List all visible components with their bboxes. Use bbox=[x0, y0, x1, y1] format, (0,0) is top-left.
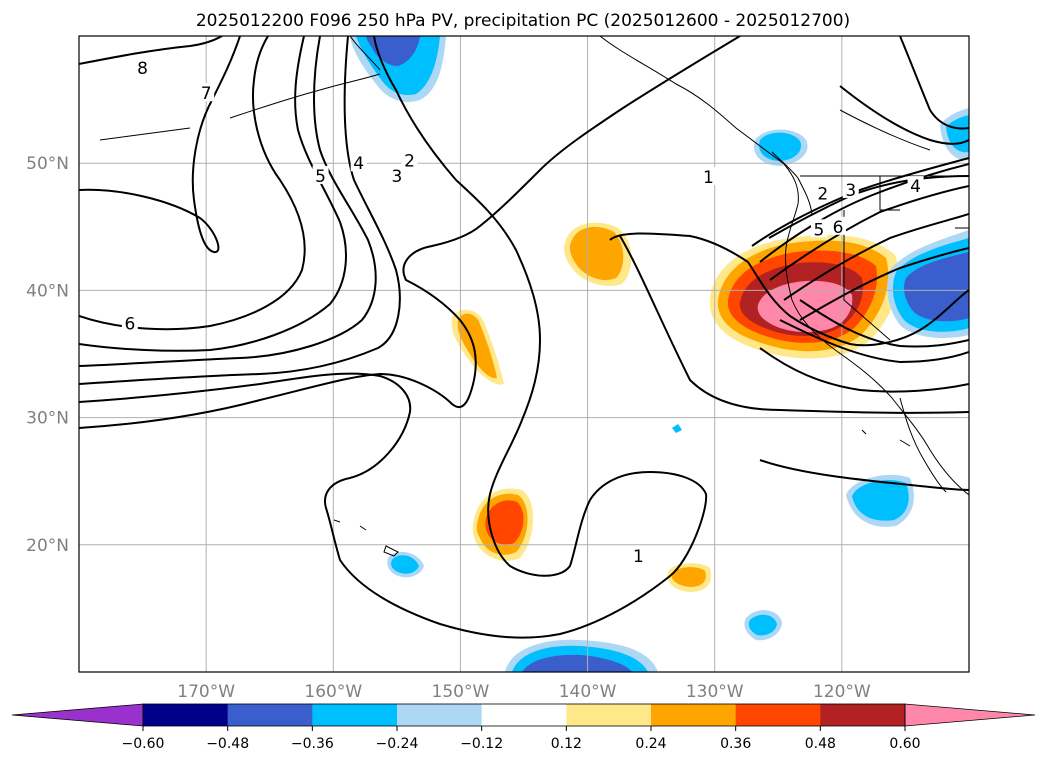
colorbar-extend-high bbox=[904, 703, 1036, 727]
pv-contour-loop-3 bbox=[779, 319, 969, 364]
colorbar-segment-8 bbox=[820, 704, 906, 726]
contour-label-7: 1 bbox=[703, 168, 714, 188]
contour-label-4: 4 bbox=[353, 154, 364, 174]
colorbar-label-2: −0.36 bbox=[291, 736, 334, 752]
contour-label-13: 1 bbox=[633, 547, 644, 567]
pv-contour-ne bbox=[839, 85, 969, 145]
pv-contour-ne-2 bbox=[899, 36, 969, 130]
colorbar-segment-6 bbox=[651, 704, 737, 726]
colorbar-segment-0 bbox=[143, 704, 229, 726]
contour-label-bg-13 bbox=[630, 546, 647, 565]
pv-contour-1 bbox=[79, 36, 741, 429]
colorbar-segment-7 bbox=[735, 704, 821, 726]
colorbar-label-7: 0.36 bbox=[720, 736, 751, 752]
colorbar-segment-4 bbox=[481, 704, 567, 726]
contour-label-6: 2 bbox=[404, 152, 415, 172]
xtick-label-5: 120°W bbox=[813, 682, 871, 702]
ytick-label-1: 30°N bbox=[26, 409, 69, 429]
pv-contour-6 bbox=[79, 36, 306, 331]
contour-label-bg-3 bbox=[312, 165, 329, 184]
contour-label-12: 6 bbox=[833, 218, 844, 238]
colorbar-extend-low bbox=[11, 703, 144, 727]
contour-label-bg-6 bbox=[401, 150, 418, 169]
precip-shading-negative bbox=[350, 36, 969, 672]
contour-label-10: 4 bbox=[910, 177, 921, 197]
contour-label-bg-10 bbox=[907, 176, 924, 195]
pv-contour-3-east bbox=[751, 157, 969, 247]
contour-label-1: 7 bbox=[201, 84, 212, 104]
pv-contours bbox=[79, 36, 969, 639]
ytick-label-2: 40°N bbox=[26, 281, 69, 301]
contour-label-bg-5 bbox=[388, 165, 405, 184]
chart-title: 2025012200 F096 250 hPa PV, precipitatio… bbox=[196, 11, 850, 31]
pv-contour-5 bbox=[79, 36, 347, 352]
contour-label-5: 3 bbox=[391, 167, 402, 187]
contour-label-3: 5 bbox=[315, 167, 326, 187]
pv-contour-8 bbox=[79, 36, 223, 65]
ytick-label-0: 20°N bbox=[26, 536, 69, 556]
map-frame bbox=[78, 35, 970, 673]
pv-contour-loop-2 bbox=[759, 347, 969, 393]
contour-label-bg-4 bbox=[350, 153, 367, 172]
pv-contour-1-east bbox=[609, 232, 969, 347]
colorbar-label-8: 0.48 bbox=[805, 736, 836, 752]
colorbar-label-5: 0.12 bbox=[551, 736, 582, 752]
xtick-label-1: 160°W bbox=[304, 682, 362, 702]
colorbar-frame bbox=[142, 703, 906, 727]
xtick-label-3: 140°W bbox=[559, 682, 617, 702]
pv-contour-loop-1 bbox=[619, 235, 969, 414]
pv-contour-4-east bbox=[759, 163, 969, 263]
pv-contour-7-east bbox=[799, 247, 969, 321]
contour-label-bg-11 bbox=[810, 219, 827, 238]
pv-contour-4 bbox=[79, 36, 377, 367]
gridlines bbox=[79, 36, 969, 672]
colorbar-segment-1 bbox=[227, 704, 313, 726]
xtick-label-2: 150°W bbox=[432, 682, 490, 702]
contour-label-9: 3 bbox=[845, 181, 856, 201]
colorbar-segment-5 bbox=[566, 704, 652, 726]
colorbar-label-0: −0.60 bbox=[122, 736, 165, 752]
pv-contour-6-east bbox=[783, 213, 969, 301]
pv-contour-2 bbox=[79, 36, 708, 639]
contour-label-bg-8 bbox=[814, 183, 831, 202]
contour-label-bg-12 bbox=[830, 216, 847, 235]
contour-label-bg-2 bbox=[121, 313, 138, 332]
colorbar-segment-2 bbox=[312, 704, 398, 726]
colorbar-label-3: −0.24 bbox=[376, 736, 419, 752]
colorbar-label-9: 0.60 bbox=[889, 736, 920, 752]
pv-contour-loop-4 bbox=[799, 299, 969, 348]
colorbar: −0.60 −0.48 −0.36 −0.24 −0.12 0.12 0.24 0.36 0.4… bbox=[11, 703, 1036, 752]
contour-label-0: 8 bbox=[137, 59, 148, 79]
contour-label-2: 6 bbox=[124, 314, 135, 334]
colorbar-label-4: −0.12 bbox=[460, 736, 503, 752]
contour-label-bg-1 bbox=[198, 83, 215, 102]
pv-contour-south-east bbox=[759, 459, 969, 491]
colorbar-label-6: 0.24 bbox=[635, 736, 666, 752]
colorbar-label-1: −0.48 bbox=[206, 736, 249, 752]
colorbar-segment-3 bbox=[397, 704, 483, 726]
contour-label-bg-0 bbox=[134, 57, 151, 76]
xtick-label-0: 170°W bbox=[177, 682, 235, 702]
contour-label-bg-9 bbox=[842, 179, 859, 198]
contour-label-11: 5 bbox=[814, 220, 825, 240]
axis-labels: 170°W 160°W 150°W 140°W 130°W 120°W 20°N 30°N 40… bbox=[26, 154, 871, 702]
pv-contour-3 bbox=[79, 36, 401, 385]
contour-label-bg-7 bbox=[700, 167, 717, 186]
contour-label-8: 2 bbox=[817, 185, 828, 205]
pv-contour-5-east bbox=[769, 185, 969, 281]
coastlines bbox=[99, 36, 969, 557]
xtick-label-4: 130°W bbox=[686, 682, 744, 702]
ytick-label-3: 50°N bbox=[26, 154, 69, 174]
